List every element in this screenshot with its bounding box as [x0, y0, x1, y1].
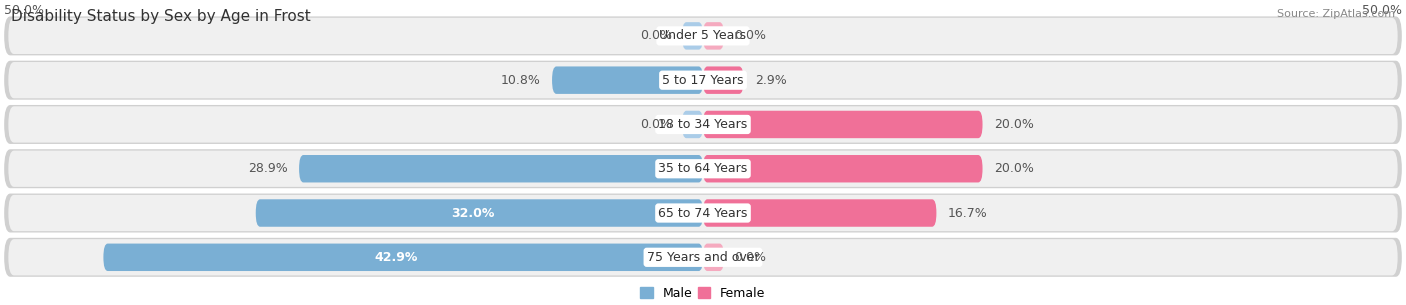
FancyBboxPatch shape [703, 22, 724, 50]
Text: 0.0%: 0.0% [640, 29, 672, 42]
Text: 42.9%: 42.9% [374, 251, 418, 264]
FancyBboxPatch shape [8, 62, 1398, 98]
Legend: Male, Female: Male, Female [636, 282, 770, 305]
FancyBboxPatch shape [8, 106, 1398, 143]
FancyBboxPatch shape [104, 244, 703, 271]
Text: 50.0%: 50.0% [4, 4, 44, 17]
Text: 0.0%: 0.0% [734, 29, 766, 42]
FancyBboxPatch shape [8, 239, 1398, 275]
FancyBboxPatch shape [703, 199, 936, 227]
Text: 20.0%: 20.0% [994, 118, 1033, 131]
FancyBboxPatch shape [682, 22, 703, 50]
Text: 10.8%: 10.8% [501, 74, 541, 87]
FancyBboxPatch shape [553, 66, 703, 94]
FancyBboxPatch shape [8, 18, 1398, 54]
Text: 20.0%: 20.0% [994, 162, 1033, 175]
Text: Under 5 Years: Under 5 Years [659, 29, 747, 42]
FancyBboxPatch shape [8, 151, 1398, 187]
FancyBboxPatch shape [299, 155, 703, 182]
Text: 2.9%: 2.9% [755, 74, 786, 87]
FancyBboxPatch shape [4, 194, 1402, 232]
FancyBboxPatch shape [256, 199, 703, 227]
Text: 50.0%: 50.0% [1362, 4, 1402, 17]
Text: 0.0%: 0.0% [640, 118, 672, 131]
Text: 0.0%: 0.0% [734, 251, 766, 264]
FancyBboxPatch shape [4, 149, 1402, 188]
FancyBboxPatch shape [703, 66, 744, 94]
FancyBboxPatch shape [682, 111, 703, 138]
Text: 5 to 17 Years: 5 to 17 Years [662, 74, 744, 87]
FancyBboxPatch shape [4, 16, 1402, 56]
FancyBboxPatch shape [703, 155, 983, 182]
FancyBboxPatch shape [4, 105, 1402, 144]
Text: 16.7%: 16.7% [948, 206, 987, 220]
FancyBboxPatch shape [703, 244, 724, 271]
FancyBboxPatch shape [4, 61, 1402, 100]
FancyBboxPatch shape [703, 111, 983, 138]
Text: 32.0%: 32.0% [451, 206, 494, 220]
Text: Disability Status by Sex by Age in Frost: Disability Status by Sex by Age in Frost [11, 9, 311, 24]
FancyBboxPatch shape [4, 238, 1402, 277]
Text: 65 to 74 Years: 65 to 74 Years [658, 206, 748, 220]
Text: 18 to 34 Years: 18 to 34 Years [658, 118, 748, 131]
Text: Source: ZipAtlas.com: Source: ZipAtlas.com [1277, 9, 1395, 19]
Text: 28.9%: 28.9% [247, 162, 288, 175]
Text: 75 Years and over: 75 Years and over [647, 251, 759, 264]
Text: 35 to 64 Years: 35 to 64 Years [658, 162, 748, 175]
FancyBboxPatch shape [8, 195, 1398, 231]
